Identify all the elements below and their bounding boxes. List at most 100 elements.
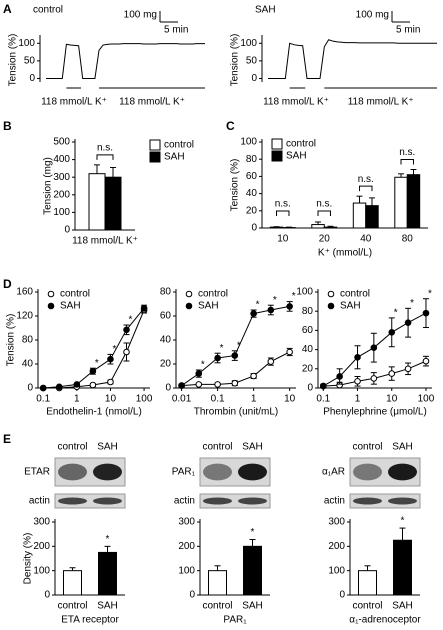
y-tick-label: 100 — [240, 137, 257, 148]
data-point — [73, 381, 81, 388]
y-tick-label: 300 — [53, 172, 70, 183]
blot-row-label: PAR₁ — [172, 467, 196, 478]
data-point — [195, 370, 203, 377]
data-point — [195, 381, 203, 388]
bar — [98, 551, 117, 596]
significance-label: * — [256, 300, 260, 311]
legend-marker — [327, 290, 335, 298]
y-tick-label: 300 — [33, 517, 50, 528]
data-point — [388, 329, 396, 336]
blot-row-label: actin — [29, 496, 50, 507]
significance-label: * — [129, 315, 133, 326]
x-tick-label: 0.1 — [211, 394, 225, 405]
legend-swatch — [271, 150, 283, 162]
blot-band — [93, 463, 122, 481]
x-tick-label: 20 — [319, 234, 331, 245]
y-tick-label: 100 — [33, 565, 50, 576]
data-point — [286, 303, 293, 310]
y-tick-label: 0 — [307, 383, 313, 394]
y-tick-label: 0 — [64, 225, 70, 236]
data-point — [370, 375, 378, 382]
bar — [352, 202, 367, 229]
data-point — [404, 365, 412, 373]
data-point — [140, 304, 148, 312]
legend-label: control — [340, 289, 370, 300]
data-point — [370, 344, 378, 351]
legend-marker — [185, 302, 193, 310]
legend-label: SAH — [60, 301, 81, 312]
y-tick-label: 120 — [16, 311, 33, 322]
legend-marker — [327, 302, 335, 310]
significance-label: n.s. — [358, 174, 374, 185]
data-point — [123, 326, 130, 334]
panel-letter: C — [226, 119, 235, 133]
x-axis-label: K⁺ (mmol/L) — [318, 248, 372, 259]
y-tick-label: 500 — [53, 137, 70, 148]
y-tick-label: 200 — [178, 541, 195, 552]
x-tick-label: 10 — [284, 394, 296, 405]
bar — [88, 173, 106, 231]
x-tick-label: 0.1 — [36, 394, 50, 405]
y-tick-label: 200 — [53, 189, 70, 200]
y-tick-label: 40 — [22, 359, 34, 370]
blot-band — [93, 497, 122, 505]
data-point — [250, 372, 257, 380]
y-tick-label: 50 — [24, 56, 36, 67]
bar — [365, 205, 379, 229]
x-tick-label: control — [202, 601, 232, 612]
trace-title: SAH — [255, 5, 276, 16]
blot-band — [203, 463, 232, 481]
significance-label: * — [251, 527, 255, 538]
bar — [406, 174, 421, 229]
significance-label: * — [401, 516, 405, 527]
y-tick-label: 60 — [246, 171, 258, 182]
data-point — [267, 358, 275, 365]
data-point — [231, 352, 239, 359]
significance-label: n.s. — [97, 143, 113, 154]
x-tick-label: 10 — [277, 234, 289, 245]
x-axis-label: PAR₁ — [223, 615, 247, 626]
data-point — [214, 381, 221, 388]
blot-band — [58, 497, 87, 505]
y-tick-label: 100 — [328, 565, 345, 576]
y-tick-label: 100 — [53, 207, 70, 218]
y-axis-label: Tension (%) — [230, 34, 241, 87]
legend-label: control — [164, 140, 194, 151]
x-tick-label: 1 — [355, 394, 361, 405]
x-tick-label: SAH — [97, 601, 118, 612]
data-point — [214, 354, 221, 362]
bar — [358, 570, 377, 596]
blot-column-label: SAH — [97, 442, 118, 453]
data-point — [107, 378, 114, 386]
y-tick-label: 50 — [246, 56, 258, 67]
y-tick-label: 0 — [165, 383, 171, 394]
data-point — [89, 367, 97, 375]
y-tick-label: 0 — [251, 223, 257, 234]
y-tick-label: 0 — [339, 590, 345, 601]
blot-row-label: actin — [324, 496, 345, 507]
data-point — [123, 348, 130, 356]
panel-letter: A — [3, 2, 12, 16]
x-tick-label: 100 — [136, 394, 153, 405]
y-tick-label: 80 — [246, 154, 258, 165]
y-axis-label: Tension (mg) — [43, 157, 54, 215]
blot-band — [353, 497, 382, 505]
y-tick-label: 0 — [29, 73, 35, 84]
x-tick-label: control — [352, 601, 382, 612]
significance-label: * — [428, 288, 432, 299]
significance-bracket — [400, 159, 414, 165]
legend-swatch — [271, 138, 283, 150]
x-tick-label: 10 — [105, 394, 117, 405]
trace — [46, 43, 205, 79]
blot-band — [203, 497, 232, 505]
data-point — [422, 357, 430, 365]
blot-band — [238, 463, 267, 481]
y-tick-label: 200 — [33, 541, 50, 552]
y-tick-label: 40 — [302, 344, 314, 355]
x-tick-label: SAH — [392, 601, 413, 612]
y-tick-label: 80 — [22, 335, 34, 346]
y-tick-label: 300 — [178, 517, 195, 528]
y-tick-label: 20 — [302, 363, 314, 374]
blot-row-label: ETAR — [24, 467, 50, 478]
significance-bracket — [276, 210, 290, 216]
